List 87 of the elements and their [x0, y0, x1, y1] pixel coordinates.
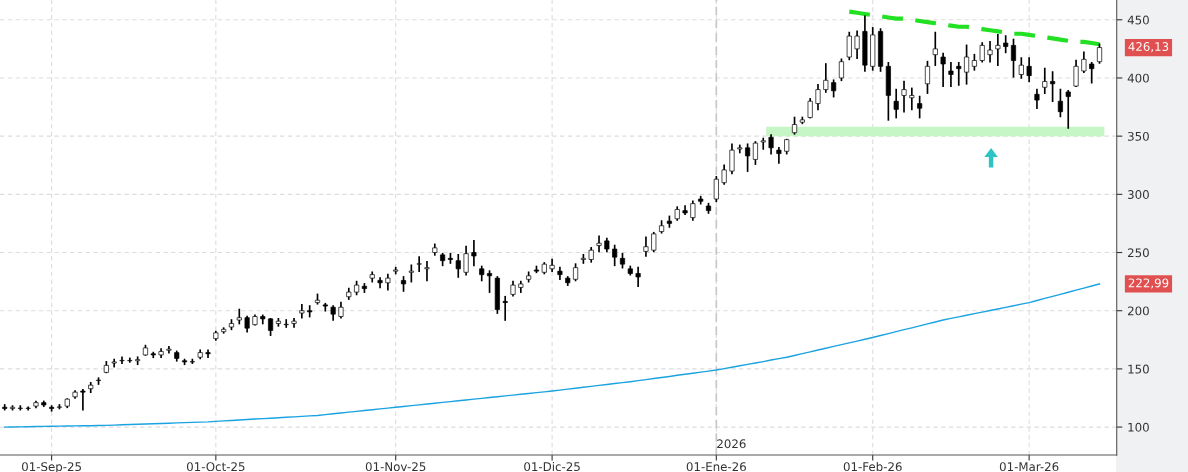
x-tick-label: 01-Feb-26 — [843, 461, 902, 472]
candlestick — [1018, 57, 1024, 79]
candlestick — [1034, 88, 1040, 110]
candlestick — [729, 143, 735, 175]
candlestick — [1003, 35, 1009, 54]
candlestick — [721, 164, 727, 185]
candlestick — [487, 270, 493, 293]
candlestick — [901, 80, 907, 113]
candlestick — [768, 134, 774, 155]
x-tick-label: 01-Oct-25 — [186, 462, 245, 472]
candlestick — [635, 266, 641, 288]
y-tick-label: 150 — [1128, 364, 1149, 374]
y-tick-label: 400 — [1127, 73, 1149, 83]
candlestick — [643, 236, 649, 257]
candlestick — [690, 200, 696, 221]
candlestick — [760, 137, 766, 150]
candlestick — [307, 305, 313, 318]
candlestick — [838, 58, 844, 82]
x-tick-label: 01-Mar-26 — [999, 462, 1059, 472]
line-series — [847, 9, 1102, 47]
candlestick — [948, 62, 954, 87]
candlestick — [752, 141, 758, 165]
candlestick — [80, 389, 86, 411]
candlestick — [924, 60, 931, 94]
candlestick — [964, 44, 970, 85]
candlestick — [917, 95, 923, 119]
candlestick — [119, 356, 125, 364]
candlestick — [205, 349, 211, 359]
candlestick — [127, 357, 133, 363]
candlestick — [1081, 51, 1087, 73]
x-tick-label: 01-Nov-25 — [365, 462, 426, 472]
candlestick — [463, 245, 469, 276]
candlestick — [713, 176, 719, 203]
candlestick — [807, 98, 813, 119]
candlestick — [979, 42, 985, 63]
candlestick — [1057, 88, 1063, 118]
candlestick — [1050, 71, 1056, 103]
candlestick — [455, 254, 461, 278]
y-tick-label: 250 — [1128, 248, 1149, 258]
candlestick — [995, 34, 1001, 67]
candlestick — [1096, 43, 1103, 64]
x-tick-label: 01-Dic-25 — [524, 461, 580, 472]
candlestick — [299, 304, 305, 319]
candlestick — [322, 302, 328, 312]
candlestick — [1026, 57, 1032, 83]
candlestick — [1010, 38, 1017, 78]
candlestick — [854, 30, 860, 60]
candlestick — [1042, 67, 1048, 94]
y-tick-label: 350 — [1128, 131, 1149, 141]
candlestick — [1089, 62, 1095, 84]
candlestick — [377, 277, 383, 289]
candlestick — [987, 41, 993, 63]
candlestick — [596, 235, 602, 253]
line-series — [3, 283, 1101, 428]
candlestick — [25, 406, 31, 411]
candlestick — [1065, 89, 1071, 129]
candlestick — [549, 258, 555, 272]
candlestick — [745, 143, 751, 172]
candlestick — [909, 87, 915, 111]
y-tick-label: 200 — [1128, 306, 1149, 316]
candlestick — [291, 318, 297, 328]
y-tick-label: 450 — [1127, 15, 1149, 25]
candlestick — [424, 260, 430, 282]
text: 222,99 — [1128, 278, 1169, 289]
candlestick — [932, 31, 938, 67]
candlestick — [846, 31, 852, 61]
candlestick — [956, 62, 962, 86]
candlestick — [416, 256, 422, 272]
candlestick — [612, 244, 618, 267]
candlestick — [17, 405, 23, 411]
candlestick — [236, 308, 242, 325]
candlestick — [940, 52, 946, 87]
candlestick — [815, 84, 821, 111]
y-tick-label: 300 — [1128, 190, 1149, 199]
candlestick — [893, 88, 899, 119]
candlestick — [651, 231, 657, 253]
candlestick — [823, 63, 829, 93]
text: 426,13 — [1128, 42, 1169, 53]
x-tick-label: 01-Ene-26 — [686, 462, 746, 472]
candlestick — [283, 319, 289, 328]
candlestick — [2, 404, 8, 411]
candlestick — [471, 240, 477, 267]
candlestick — [1073, 59, 1079, 87]
ref-line-label: 2026 — [717, 439, 746, 449]
candlestick — [776, 146, 782, 164]
y-tick-label: 100 — [1128, 422, 1149, 432]
candlestick — [502, 295, 508, 321]
